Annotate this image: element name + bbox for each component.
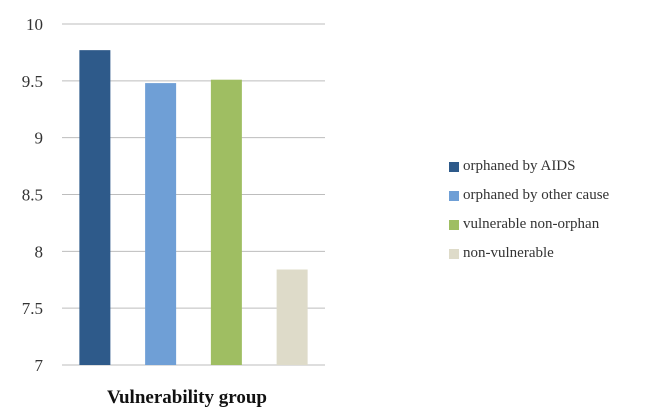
legend: orphaned by AIDS orphaned by other cause v… [449, 152, 609, 268]
legend-label: orphaned by other cause [463, 187, 610, 203]
y-tick-label: 8 [35, 242, 44, 261]
legend-label: non-vulnerable [463, 245, 554, 261]
y-tick-label: 9.5 [22, 72, 43, 91]
legend-item: orphaned by other cause [449, 181, 609, 210]
bar-vulnerable-non-orphan [210, 79, 242, 366]
legend-label: orphaned by AIDS [463, 158, 576, 174]
y-tick-label: 8.5 [22, 186, 43, 205]
legend-item: non-vulnerable [449, 239, 609, 268]
bars [79, 50, 308, 366]
legend-swatch [449, 161, 459, 172]
y-tick-label: 10 [26, 15, 43, 34]
y-tick-label: 7 [35, 356, 44, 375]
y-tick-label: 7.5 [22, 299, 43, 318]
legend-item: orphaned by AIDS [449, 152, 609, 181]
bar-orphaned-by-aids [79, 50, 111, 365]
y-axis-ticks: 7 7.5 8 8.5 9 9.5 10 [22, 15, 44, 375]
legend-item: vulnerable non-orphan [449, 210, 609, 239]
bar-orphaned-by-other-cause [145, 83, 177, 366]
legend-label: vulnerable non-orphan [463, 216, 600, 232]
bar-non-vulnerable [276, 269, 308, 365]
y-tick-label: 9 [35, 129, 44, 148]
x-axis-title: Vulnerability group [107, 387, 267, 408]
legend-swatch [449, 219, 459, 230]
legend-swatch [449, 248, 459, 259]
legend-swatch [449, 190, 459, 201]
